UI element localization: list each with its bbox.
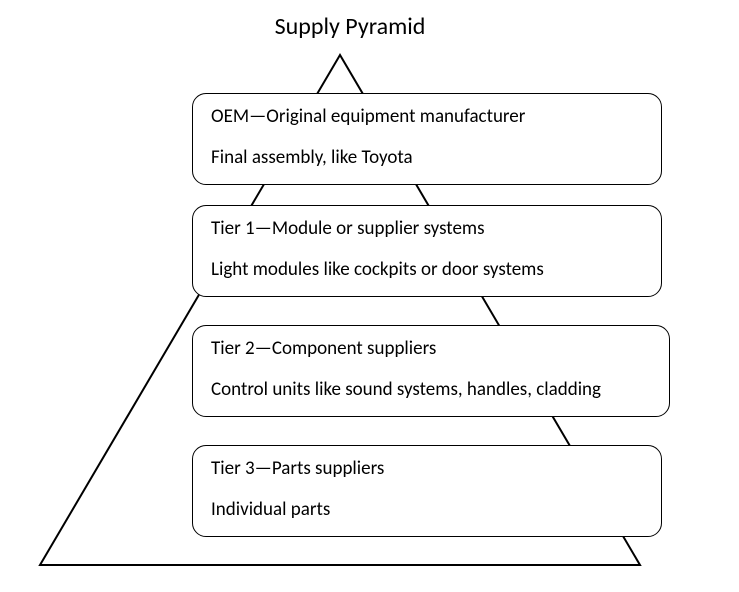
tier-1-line1: Tier 1—Module or supplier systems xyxy=(211,218,661,241)
tier-3-line2: Individual parts xyxy=(211,499,661,522)
tier-oem-line2: Final assembly, like Toyota xyxy=(211,147,661,170)
tier-3-box: Tier 3—Parts suppliers Individual parts xyxy=(192,445,662,537)
diagram-title: Supply Pyramid xyxy=(250,12,450,41)
tier-2-line2: Control units like sound systems, handle… xyxy=(211,379,669,402)
tier-1-line2: Light modules like cockpits or door syst… xyxy=(211,259,661,282)
tier-1-box: Tier 1—Module or supplier systems Light m… xyxy=(192,205,662,297)
tier-3-line1: Tier 3—Parts suppliers xyxy=(211,458,661,481)
tier-2-box: Tier 2—Component suppliers Control units … xyxy=(192,325,670,417)
tier-oem-line1: OEM—Original equipment manufacturer xyxy=(211,106,661,129)
supply-pyramid-diagram: Supply Pyramid OEM—Original equipment ma… xyxy=(0,0,739,592)
tier-oem-box: OEM—Original equipment manufacturer Final… xyxy=(192,93,662,185)
tier-2-line1: Tier 2—Component suppliers xyxy=(211,338,669,361)
